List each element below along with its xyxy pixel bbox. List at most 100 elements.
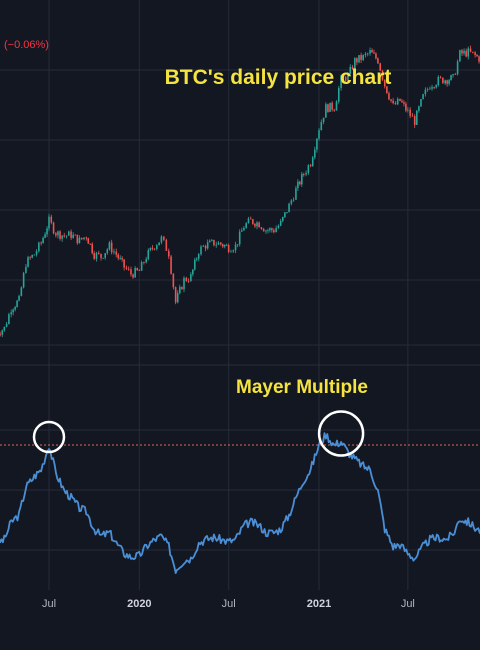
candle-body: [16, 300, 18, 308]
candle-body: [5, 323, 8, 327]
candle-body: [267, 230, 269, 232]
candle-body: [63, 235, 66, 237]
candle-body: [108, 242, 111, 250]
candle-body: [290, 200, 293, 204]
candle-body: [433, 87, 435, 88]
candle-body: [136, 268, 139, 271]
candle-body: [459, 50, 461, 62]
candle-body: [160, 236, 163, 243]
candle-body: [286, 212, 288, 213]
candle-body: [327, 104, 329, 112]
candle-body: [371, 50, 373, 53]
candle-body: [215, 244, 218, 246]
candle-body: [3, 326, 6, 331]
candle-body: [68, 231, 70, 236]
candle-body: [151, 247, 154, 249]
candle-body: [72, 234, 74, 238]
candle-body: [320, 121, 323, 131]
candle-body: [269, 228, 271, 231]
candle-body: [331, 102, 333, 110]
candle-body: [437, 76, 440, 86]
candle-body: [305, 172, 307, 175]
candle-body: [48, 216, 50, 229]
candle-body: [195, 258, 198, 260]
candle-body: [450, 75, 452, 81]
candle-body: [399, 98, 401, 101]
candle-body: [411, 115, 414, 117]
candle-body: [190, 274, 192, 282]
candle-body: [172, 273, 175, 288]
candle-body: [256, 222, 258, 227]
candle-body: [18, 295, 20, 301]
candle-body: [422, 94, 424, 100]
candle-body: [467, 48, 470, 57]
candle-body: [275, 228, 277, 233]
candle-body: [163, 236, 165, 240]
candle-body: [366, 53, 369, 55]
candle-body: [360, 55, 362, 60]
candle-body: [356, 58, 358, 63]
candle-body: [426, 89, 429, 90]
candle-body: [12, 309, 14, 313]
candle-body: [200, 246, 202, 255]
candle-body: [469, 48, 472, 52]
candle-body: [295, 188, 297, 200]
candle-body: [465, 50, 467, 57]
candle-body: [52, 222, 55, 234]
candle-body: [147, 250, 150, 260]
candle-body: [254, 223, 256, 227]
mayer-multiple-title: Mayer Multiple: [236, 377, 368, 398]
candle-body: [249, 218, 252, 220]
candle-body: [165, 239, 168, 251]
candle-body: [461, 50, 463, 54]
candle-body: [297, 181, 299, 189]
candle-body: [145, 259, 147, 263]
candle-body: [10, 312, 12, 315]
candle-body: [420, 99, 422, 107]
candle-body: [364, 53, 367, 56]
candle-body: [342, 75, 345, 77]
candle-body: [27, 257, 29, 267]
candle-body: [369, 50, 371, 54]
candle-body: [181, 287, 183, 290]
candle-body: [44, 234, 46, 238]
candle-body: [401, 100, 403, 103]
candle-body: [238, 231, 241, 245]
candle-body: [262, 228, 265, 232]
candle-body: [89, 243, 92, 245]
candle-body: [140, 262, 143, 271]
candle-body: [245, 223, 247, 228]
candle-body: [318, 130, 320, 139]
candle-body: [25, 266, 27, 273]
mayer-multiple-line: [0, 432, 480, 574]
candle-body: [271, 228, 273, 231]
candle-body: [383, 79, 386, 87]
candle-body: [204, 245, 207, 249]
candle-body: [46, 228, 48, 235]
candle-body: [115, 251, 118, 255]
candle-body: [349, 66, 352, 74]
candle-body: [301, 174, 303, 185]
x-tick-label: 2021: [307, 598, 331, 610]
peak-highlight-circle: [317, 410, 365, 457]
candle-body: [138, 270, 141, 271]
candle-body: [74, 234, 77, 236]
candle-body: [106, 249, 109, 254]
candle-body: [87, 238, 90, 244]
candle-body: [132, 274, 134, 278]
candle-body: [70, 231, 72, 238]
candle-body: [59, 231, 61, 239]
candle-body: [38, 242, 40, 252]
candle-body: [474, 52, 476, 55]
candle-body: [335, 101, 338, 111]
candle-body: [76, 234, 79, 244]
candle-body: [448, 80, 450, 84]
candle-body: [29, 257, 31, 259]
candle-body: [35, 251, 38, 255]
candle-body: [227, 244, 230, 252]
candle-body: [134, 268, 136, 278]
candle-body: [55, 233, 57, 236]
candle-body: [179, 287, 181, 294]
candle-body: [241, 230, 243, 232]
candle-body: [125, 267, 128, 269]
